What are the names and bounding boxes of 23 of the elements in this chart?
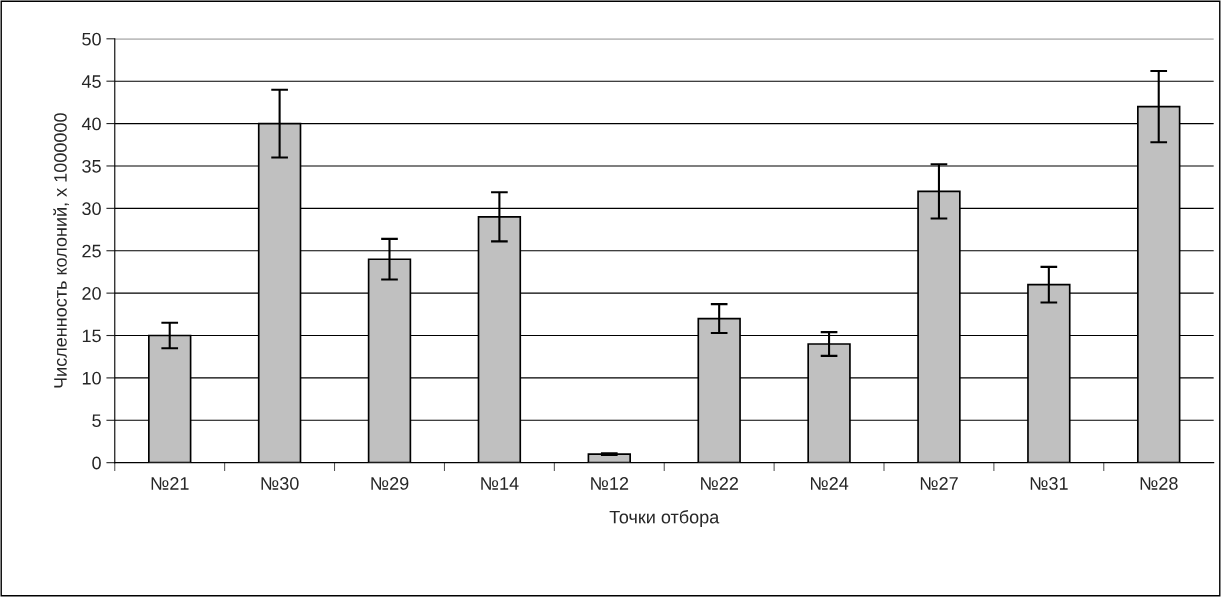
- x-tick-label: №27: [920, 477, 958, 490]
- x-tick-label: №12: [591, 477, 629, 490]
- y-tick-label: 35: [82, 159, 101, 173]
- x-tick-label: №30: [261, 477, 299, 490]
- y-tick-label: 20: [82, 287, 101, 300]
- y-axis-title: Численность колоний, х 1000000: [53, 113, 69, 388]
- x-tick-label: №22: [701, 477, 738, 490]
- x-tick-label: №29: [371, 477, 409, 490]
- y-tick-label: 45: [81, 75, 101, 88]
- y-tick-label: 25: [82, 244, 101, 258]
- y-tick-label: 30: [82, 202, 101, 216]
- y-tick-label: 15: [82, 329, 101, 343]
- x-tick-label: №21: [151, 477, 189, 490]
- x-tick-label: №28: [1140, 477, 1178, 490]
- x-axis-title: Точки отбора: [609, 510, 720, 528]
- y-tick-label: 5: [92, 414, 101, 428]
- x-tick-label: №14: [481, 477, 519, 490]
- y-tick-label: 0: [92, 456, 101, 470]
- y-tick-label: 50: [82, 32, 101, 46]
- y-tick-label: 10: [82, 371, 101, 385]
- y-tick-label: 40: [81, 117, 101, 131]
- x-tick-label: №24: [810, 477, 849, 490]
- x-tick-label: №31: [1030, 477, 1068, 490]
